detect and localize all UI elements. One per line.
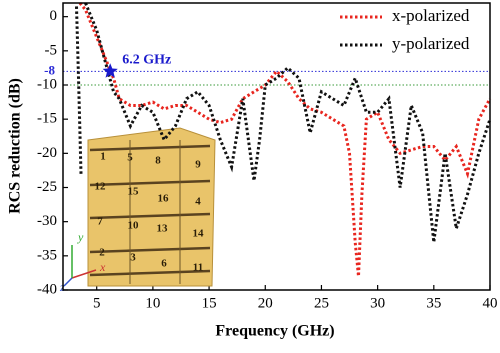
inset-stripe	[89, 269, 211, 277]
inset-axis-label: y	[77, 230, 84, 244]
marker-label: 6.2 GHz	[122, 53, 171, 68]
y-tick-label: -15	[37, 111, 57, 127]
marker-star	[102, 63, 118, 78]
legend-label: x-polarized	[392, 6, 470, 25]
inset-label: 6	[161, 258, 167, 270]
x-tick-label: 5	[93, 295, 101, 311]
inset-label: 9	[195, 159, 201, 171]
inset-label: 12	[95, 181, 107, 193]
inset-label: 4	[195, 196, 201, 208]
y-tick-label: -30	[37, 213, 57, 229]
inset-label: 16	[158, 193, 170, 205]
x-tick-label: 15	[202, 295, 217, 311]
x-tick-label: 20	[258, 295, 273, 311]
x-axis-label: Frequency (GHz)	[215, 323, 334, 340]
series-line	[75, 2, 492, 243]
inset-label: 13	[157, 223, 169, 235]
x-tick-label: 40	[483, 295, 498, 311]
y-tick-label: -40	[37, 281, 57, 297]
inset-label: 5	[127, 152, 133, 164]
inset-axis-label: z	[59, 280, 65, 294]
x-tick-label: 30	[370, 295, 385, 311]
inset-label: 7	[97, 216, 103, 228]
y-tick-label: -10	[37, 76, 57, 92]
y-tick-label: -25	[37, 179, 57, 195]
x-tick-label: 35	[426, 295, 441, 311]
inset-panel	[87, 127, 216, 287]
legend-label: y-polarized	[392, 34, 470, 53]
y-tick-label: -20	[37, 145, 57, 161]
inset-stripe	[89, 179, 211, 187]
inset-label: 14	[193, 228, 205, 240]
inset-label: 15	[128, 186, 140, 198]
y-tick-label: -35	[37, 247, 57, 263]
y-tick-label: -5	[45, 42, 58, 58]
inset-label: 11	[193, 262, 203, 274]
plot-frame	[62, 2, 491, 291]
inset-label: 10	[128, 220, 140, 232]
x-tick-label: 10	[145, 295, 160, 311]
inset-stripe	[89, 144, 211, 152]
series-line	[78, 2, 492, 277]
inset-axis-x	[71, 269, 97, 279]
inset-stripe	[89, 212, 211, 220]
y-tick-label: 0	[50, 8, 58, 24]
inset-axis-z	[63, 277, 73, 287]
inset-label: 2	[99, 247, 105, 259]
reference-label: -8	[44, 62, 55, 77]
y-axis-label: RCS reduction (dB)	[7, 78, 24, 214]
inset-label: 1	[100, 151, 106, 163]
inset-label: 3	[130, 252, 136, 264]
x-tick-label: 25	[314, 295, 329, 311]
inset-stripe	[89, 246, 211, 254]
inset-axis-label: x	[99, 260, 106, 274]
inset-label: 8	[155, 155, 161, 167]
